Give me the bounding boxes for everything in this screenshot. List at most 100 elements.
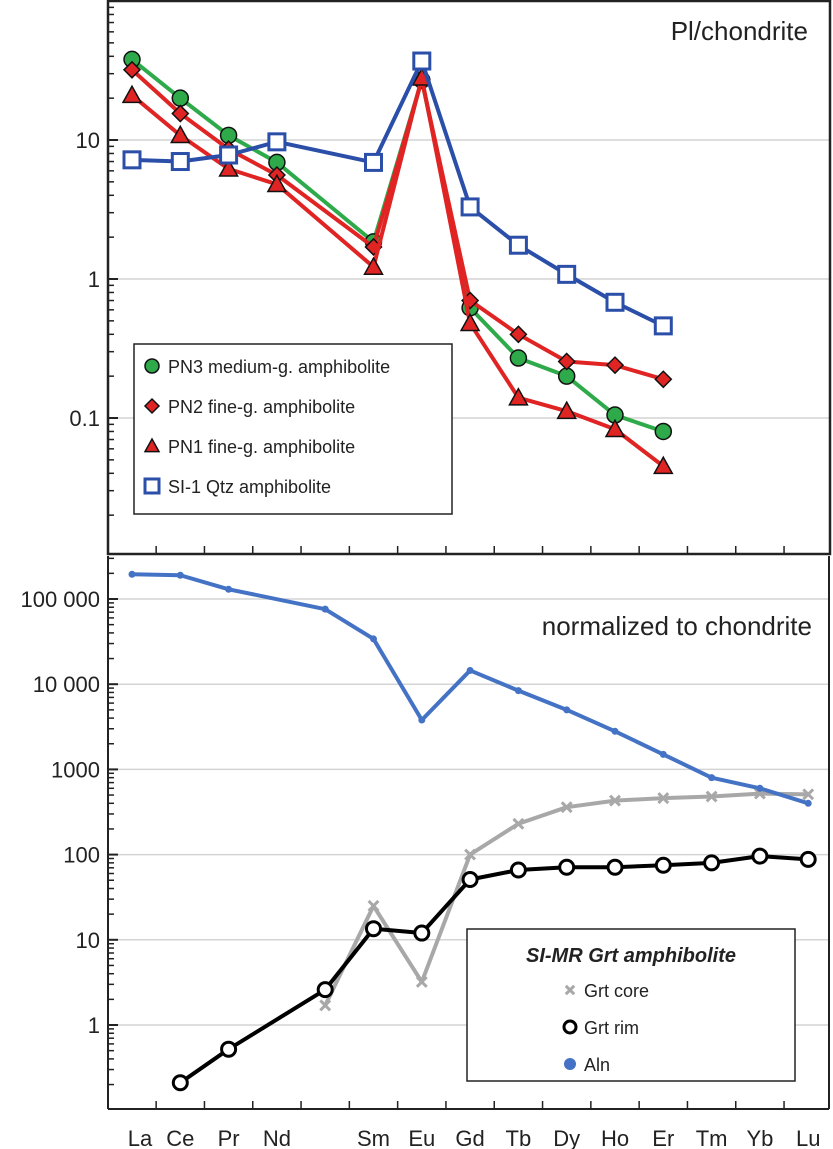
point-pn3-medium-g-amphibolite-ce	[171, 89, 190, 107]
bottom-legend-box	[466, 928, 796, 1082]
legend-label: Grt core	[584, 981, 649, 1001]
point-aln-yb	[756, 784, 764, 792]
legend-label: PN3 medium-g. amphibolite	[168, 357, 390, 377]
x-tick-label: Ce	[166, 1126, 194, 1149]
point-pn1-fine-g-amphibolite-dy	[556, 400, 577, 420]
x-tick-label: Yb	[746, 1126, 773, 1149]
point-pn1-fine-g-amphibolite-gd	[459, 312, 481, 332]
point-grt-rim-dy	[558, 858, 576, 876]
point-pn2-fine-g-amphibolite-er	[654, 370, 673, 389]
point-grt-rim-eu	[413, 924, 431, 942]
top-series-group	[121, 50, 674, 475]
point-pn2-fine-g-amphibolite-dy	[557, 352, 576, 371]
point-grt-core-tm	[705, 790, 718, 803]
point-grt-rim-ce	[171, 1074, 189, 1092]
y-tick-label: 100 000	[20, 587, 100, 612]
point-si-1-qtz-amphibolite-eu	[412, 51, 432, 71]
legend-item-si-1-qtz-amphibolite: SI-1 Qtz amphibolite	[143, 477, 331, 497]
point-grt-rim-sm	[365, 920, 382, 938]
legend-label: Aln	[584, 1055, 610, 1075]
point-pn3-medium-g-amphibolite-er	[654, 422, 673, 441]
bottom-annotation: normalized to chondrite	[542, 611, 812, 641]
point-pn1-fine-g-amphibolite-er	[653, 455, 674, 475]
legend-label: PN2 fine-g. amphibolite	[168, 397, 355, 417]
point-grt-core-ho	[609, 794, 621, 807]
point-pn1-fine-g-amphibolite-ce	[170, 124, 191, 144]
point-aln-pm	[321, 605, 329, 613]
legend-marker-triangle	[143, 437, 161, 453]
y-tick-label: 0.1	[69, 406, 100, 431]
point-pn1-fine-g-amphibolite-tb	[508, 387, 529, 406]
legend-label: PN1 fine-g. amphibolite	[168, 437, 355, 457]
top-panel-plagioclase: 10 1 0.1 Pl/chondrite PN3 medium-g. amphib…	[69, 0, 832, 556]
x-tick-label: Gd	[455, 1126, 484, 1149]
point-pn1-fine-g-amphibolite-pr	[218, 158, 239, 177]
point-grt-rim-gd	[461, 871, 479, 889]
legend-item-pn1-fine-g-amphibolite: PN1 fine-g. amphibolite	[143, 437, 355, 457]
point-grt-rim-ho	[606, 858, 624, 876]
bottom-legend: SI-MR Grt amphibolite Grt core Grt rim Aln	[466, 928, 796, 1082]
bottom-axis: 100 000 10 000 1000 100 10 1 La Ce Pr Nd Sm Eu Gd Tb D…	[20, 557, 820, 1149]
point-aln-pr	[225, 585, 233, 593]
legend-item-pn2-fine-g-amphibolite: PN2 fine-g. amphibolite	[143, 397, 355, 417]
series-line-si-1-qtz-amphibolite	[131, 59, 665, 328]
point-si-1-qtz-amphibolite-nd	[267, 132, 287, 152]
point-aln-lu	[804, 799, 812, 807]
point-si-1-qtz-amphibolite-er	[653, 316, 673, 336]
legend-marker-circle	[144, 358, 160, 374]
point-grt-rim-er	[654, 856, 672, 874]
point-aln-er	[659, 750, 667, 758]
point-grt-rim-yb	[751, 847, 769, 865]
legend-item-grt-rim: Grt rim	[562, 1018, 639, 1038]
y-tick-label: 100	[63, 843, 100, 868]
point-grt-core-tb	[512, 817, 525, 830]
point-aln-la	[128, 570, 136, 578]
legend-marker-dot	[564, 1058, 576, 1070]
x-tick-label: Tm	[696, 1126, 728, 1149]
series-aln	[128, 570, 812, 807]
point-si-1-qtz-amphibolite-la	[122, 150, 142, 170]
point-grt-core-er	[657, 792, 670, 805]
point-pn1-fine-g-amphibolite-nd	[266, 173, 288, 193]
y-tick-label: 1000	[51, 757, 100, 782]
legend-marker-square-open	[143, 477, 161, 495]
point-aln-tm	[708, 774, 716, 782]
y-tick-label: 1	[88, 267, 100, 292]
point-pn2-fine-g-amphibolite-ce	[171, 104, 190, 123]
point-grt-core-eu	[415, 976, 428, 988]
point-grt-core-sm	[367, 899, 380, 912]
point-pn1-fine-g-amphibolite-ho	[604, 418, 626, 438]
point-aln-ho	[611, 727, 619, 735]
point-pn3-medium-g-amphibolite-tb	[509, 349, 528, 367]
point-aln-eu	[418, 716, 426, 724]
legend-item-aln: Aln	[564, 1055, 610, 1075]
point-aln-gd	[466, 666, 474, 674]
point-pn1-fine-g-amphibolite-sm	[363, 256, 384, 275]
x-tick-label: Sm	[357, 1126, 390, 1149]
point-aln-sm	[370, 635, 377, 643]
point-grt-core-lu	[802, 788, 815, 801]
point-grt-core-pm	[319, 999, 332, 1012]
series-line-aln	[131, 572, 809, 806]
point-pn2-fine-g-amphibolite-tb	[509, 325, 528, 344]
legend-item-pn3-medium-g-amphibolite: PN3 medium-g. amphibolite	[144, 357, 390, 377]
legend-label: SI-1 Qtz amphibolite	[168, 477, 331, 497]
point-si-1-qtz-amphibolite-gd	[460, 197, 480, 217]
point-pn1-fine-g-amphibolite-la	[121, 84, 143, 104]
x-tick-label: La	[128, 1126, 153, 1149]
point-aln-ce	[176, 571, 184, 579]
series-si-1-qtz-amphibolite	[122, 51, 673, 336]
series-grt-rim	[171, 847, 817, 1092]
x-tick-label: Tb	[506, 1126, 532, 1149]
legend-item-grt-core: Grt core	[564, 981, 649, 1001]
point-grt-rim-pm	[316, 981, 334, 999]
x-tick-label: Pr	[218, 1126, 240, 1149]
bottom-legend-title: SI-MR Grt amphibolite	[526, 945, 736, 967]
point-si-1-qtz-amphibolite-pr	[219, 145, 239, 165]
point-grt-rim-pr	[220, 1040, 238, 1058]
y-tick-label: 1	[88, 1013, 100, 1038]
top-legend-box	[133, 343, 453, 515]
x-tick-label: Dy	[553, 1126, 580, 1149]
